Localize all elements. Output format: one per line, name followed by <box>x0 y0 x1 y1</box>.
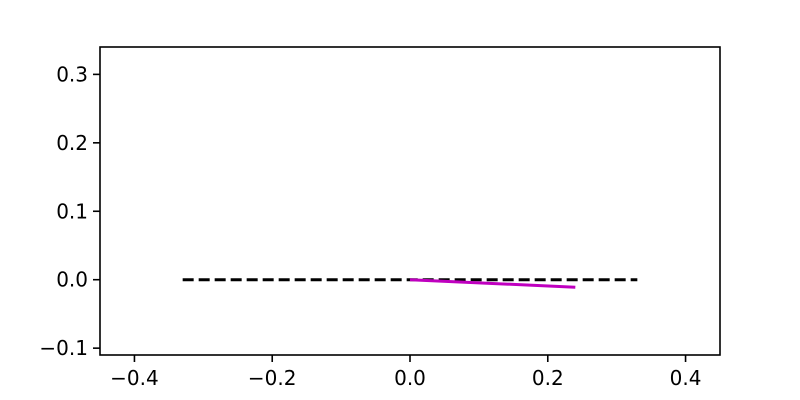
x-tick-label-2: 0.0 <box>394 366 426 390</box>
series-line-1 <box>409 278 576 289</box>
series-layer <box>182 278 638 289</box>
x-tick-label-4: 0.4 <box>670 366 702 390</box>
y-tick-label-3: 0.2 <box>56 131 88 155</box>
ticks-layer: −0.4 −0.2 0.0 0.2 0.4 −0.1 0.0 0.1 0.2 0.3 <box>39 62 701 390</box>
y-tick-label-0: −0.1 <box>39 336 88 360</box>
y-tick-label-1: 0.0 <box>56 268 88 292</box>
y-tick-label-2: 0.1 <box>56 199 88 223</box>
x-tick-label-0: −0.4 <box>110 366 159 390</box>
x-tick-label-1: −0.2 <box>248 366 297 390</box>
axes-frame <box>99 46 721 356</box>
x-tick-label-3: 0.2 <box>532 366 564 390</box>
y-tick-label-4: 0.3 <box>56 62 88 86</box>
